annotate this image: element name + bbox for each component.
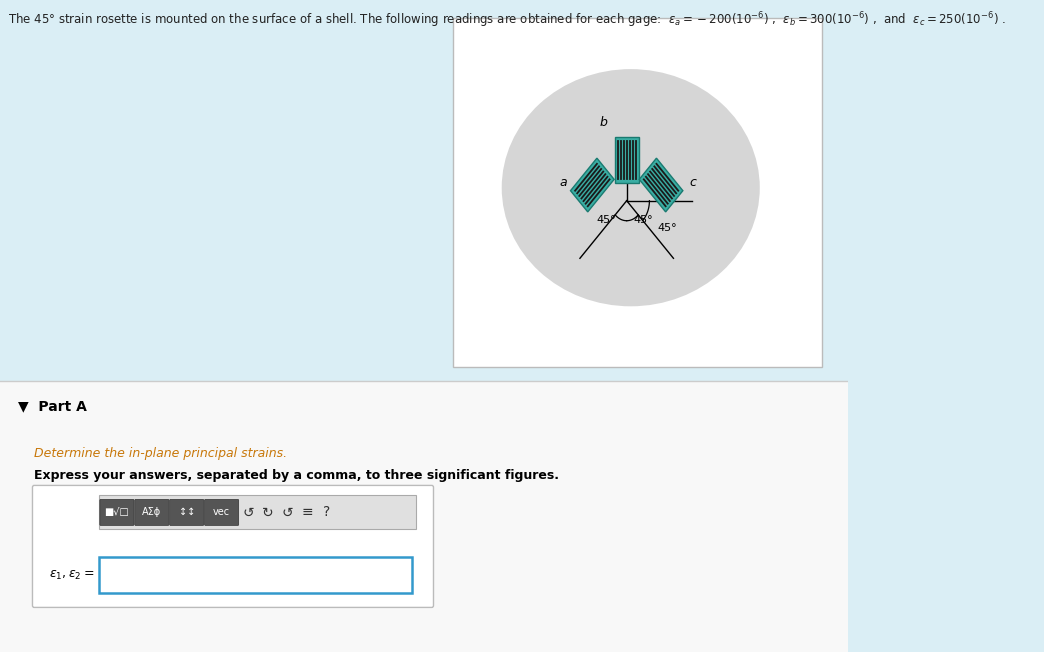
Text: ↺: ↺ (282, 505, 293, 520)
FancyBboxPatch shape (100, 499, 134, 526)
Text: Determine the in-plane principal strains.: Determine the in-plane principal strains… (34, 447, 287, 460)
Text: Express your answers, separated by a comma, to three significant figures.: Express your answers, separated by a com… (34, 469, 560, 482)
Text: ↺: ↺ (242, 505, 255, 520)
Text: 45°: 45° (633, 215, 652, 225)
Text: a: a (560, 176, 567, 189)
Bar (615, 137, 639, 183)
Text: ≡: ≡ (301, 505, 312, 520)
Text: vec: vec (213, 507, 230, 518)
Text: ▼  Part A: ▼ Part A (18, 400, 87, 413)
Text: ?: ? (323, 505, 330, 520)
Bar (99, 557, 411, 593)
Text: AΣϕ: AΣϕ (142, 507, 162, 518)
FancyBboxPatch shape (135, 499, 169, 526)
Bar (0, 0, 848, 381)
Text: ■√□: ■√□ (104, 507, 129, 518)
Text: ↕↕: ↕↕ (179, 507, 195, 518)
Text: 45°: 45° (658, 223, 678, 233)
Text: $\epsilon_1, \epsilon_2 =$: $\epsilon_1, \epsilon_2 =$ (49, 569, 94, 582)
Bar (453, 18, 822, 367)
FancyBboxPatch shape (170, 499, 204, 526)
Bar (570, 158, 614, 212)
Ellipse shape (502, 69, 760, 306)
Text: ↻: ↻ (262, 505, 274, 520)
FancyBboxPatch shape (32, 486, 433, 608)
Bar (639, 158, 683, 212)
Text: The 45° strain rosette is mounted on the surface of a shell. The following readi: The 45° strain rosette is mounted on the… (8, 10, 1006, 29)
Text: 45°: 45° (596, 215, 616, 225)
Text: c: c (690, 176, 696, 189)
Text: b: b (600, 116, 608, 129)
Bar (99, 496, 416, 529)
Bar (0, 381, 848, 652)
FancyBboxPatch shape (205, 499, 239, 526)
